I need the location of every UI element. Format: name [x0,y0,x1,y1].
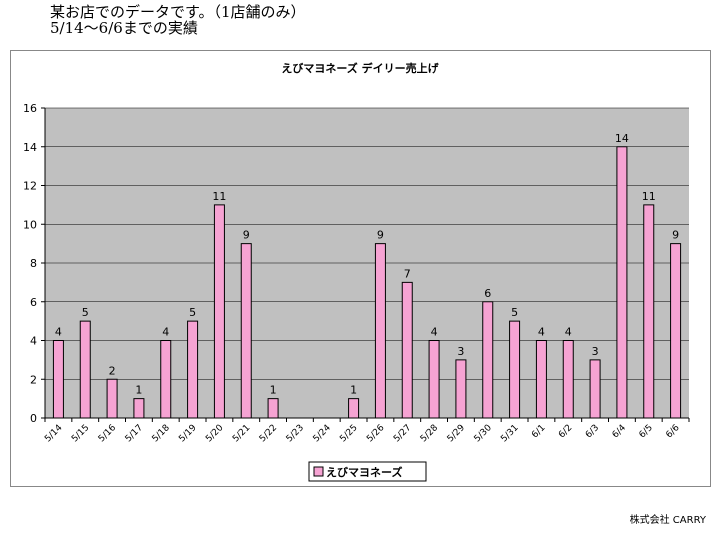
x-tick-label: 6/2 [557,423,574,440]
bar [589,359,601,419]
data-label: 4 [538,326,545,339]
heading-line-2: 5/14〜6/6までの実績 [50,19,198,37]
x-tick-label: 5/23 [285,423,306,444]
data-label: 3 [457,345,464,358]
data-label: 5 [511,306,518,319]
data-label: 4 [431,326,438,339]
data-label: 9 [672,229,679,242]
legend: えびマヨネーズ [308,461,427,482]
x-tick-label: 5/16 [97,423,119,445]
y-tick-label: 8 [30,257,37,270]
x-tick-label: 5/15 [70,423,91,444]
bar [213,204,225,419]
data-label: 1 [135,384,142,397]
x-tick-label: 6/5 [638,423,655,440]
y-tick-label: 12 [23,180,37,193]
heading-line-1: 某お店でのデータです。（1店舗のみ） [50,3,306,21]
bar [52,340,64,419]
x-tick-label: 6/3 [584,423,601,440]
legend-frame [308,461,427,482]
bar [643,204,655,419]
x-tick-label: 5/21 [231,423,252,444]
x-tick-label: 5/17 [124,423,145,444]
bar [348,398,360,419]
x-tick-label: 5/19 [177,423,199,445]
data-label: 2 [109,364,116,377]
x-tick-label: 5/20 [204,423,226,445]
x-tick-label: 6/6 [664,423,682,441]
bar [616,146,628,419]
legend-swatch [313,466,324,477]
data-label: 7 [404,267,411,280]
x-tick-label: 5/28 [419,423,441,445]
bar [482,301,494,419]
data-label: 1 [270,384,277,397]
bar [509,320,521,419]
data-label: 9 [243,229,250,242]
bar [106,378,118,419]
data-label: 11 [212,190,226,203]
y-tick-label: 2 [30,373,37,386]
x-tick-label: 5/25 [338,423,359,444]
data-label: 11 [642,190,656,203]
bar [79,320,91,419]
company-name: 株式会社 CARRY [629,515,706,526]
x-tick-label: 5/18 [151,423,173,445]
x-tick-label: 5/14 [43,423,65,445]
data-label: 3 [592,345,599,358]
bar [160,340,172,419]
legend-label: えびマヨネーズ [326,465,402,479]
data-label: 14 [615,132,629,145]
bar [562,340,574,419]
data-label: 4 [565,326,572,339]
bar [240,243,252,419]
y-tick-label: 4 [30,335,37,348]
x-tick-label: 5/31 [499,423,520,444]
x-tick-label: 5/24 [312,423,334,445]
x-tick-label: 5/29 [446,423,468,445]
bar [401,281,413,419]
y-tick-label: 6 [30,296,37,309]
bar [133,398,145,419]
y-tick-label: 0 [30,412,37,425]
y-tick-label: 14 [23,141,37,154]
x-tick-label: 5/30 [473,423,495,445]
bar [455,359,467,419]
bar [535,340,547,419]
x-tick-label: 5/27 [392,423,413,444]
data-label: 5 [189,306,196,319]
data-label: 4 [162,326,169,339]
bar [267,398,279,419]
bar [187,320,199,419]
chart-title: えびマヨネーズ デイリー売上げ [281,61,439,75]
y-tick-label: 16 [23,102,37,115]
bar [670,243,682,419]
heading: 某お店でのデータです。（1店舗のみ） 5/14〜6/6までの実績 [50,4,306,36]
x-tick-label: 6/1 [530,423,547,440]
data-label: 9 [377,229,384,242]
bar [374,243,386,419]
x-tick-label: 5/26 [365,423,387,445]
data-label: 1 [350,384,357,397]
data-label: 6 [484,287,491,300]
y-tick-label: 10 [23,218,37,231]
bar [428,340,440,419]
data-label: 5 [82,306,89,319]
x-tick-label: 5/22 [258,423,279,444]
x-tick-label: 6/4 [611,423,629,441]
data-label: 4 [55,326,62,339]
